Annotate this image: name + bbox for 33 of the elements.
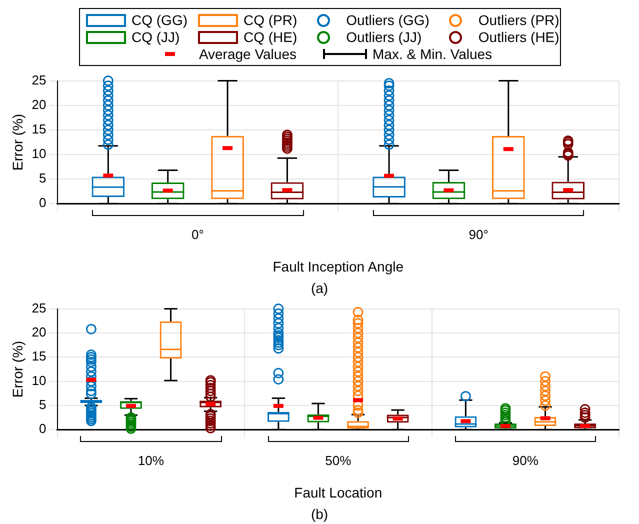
- y-tick-label: 10: [32, 146, 46, 162]
- x-tick-label: 90°: [468, 226, 488, 242]
- y-tick-label: 15: [32, 348, 46, 364]
- text: Outliers (JJ): [345, 29, 423, 45]
- y-axis-title: Error (%): [9, 340, 26, 398]
- y-tick-label: 0: [39, 195, 46, 210]
- y-tick-label: 5: [39, 170, 46, 186]
- y-tick-label: 5: [39, 397, 46, 412]
- x-tick-label: 0°: [191, 226, 204, 242]
- x-tick-label: 90%: [512, 452, 539, 468]
- legend-label: CQ (GG): [130, 12, 188, 28]
- text: Outliers (PR): [477, 12, 560, 28]
- text: Max. & Min. Values: [372, 46, 492, 62]
- legend-label: CQ (HE): [242, 29, 298, 45]
- y-axis-title: Error (%): [9, 114, 26, 171]
- y-tick-label: 15: [32, 122, 46, 136]
- x-tick-label: 10%: [138, 452, 164, 468]
- y-tick-label: 20: [32, 96, 46, 112]
- x-axis-title: Fault Inception Angle: [272, 258, 404, 274]
- y-tick-label: 25: [32, 72, 46, 88]
- legend-label: CQ (PR): [242, 12, 298, 28]
- text: Average Values: [198, 46, 296, 62]
- y-tick-label: 20: [32, 324, 46, 340]
- legend-label: CQ (JJ): [130, 29, 181, 45]
- x-axis-title: Fault Location: [294, 484, 382, 500]
- y-tick-label: 25: [32, 300, 46, 316]
- text: Outliers (GG): [345, 12, 430, 28]
- y-tick-label: 0: [39, 421, 46, 436]
- text: Outliers (HE): [477, 29, 560, 45]
- text: (a): [310, 280, 330, 298]
- x-tick-label: 50%: [325, 452, 352, 468]
- y-tick-label: 10: [32, 372, 46, 388]
- text: (b): [310, 506, 330, 524]
